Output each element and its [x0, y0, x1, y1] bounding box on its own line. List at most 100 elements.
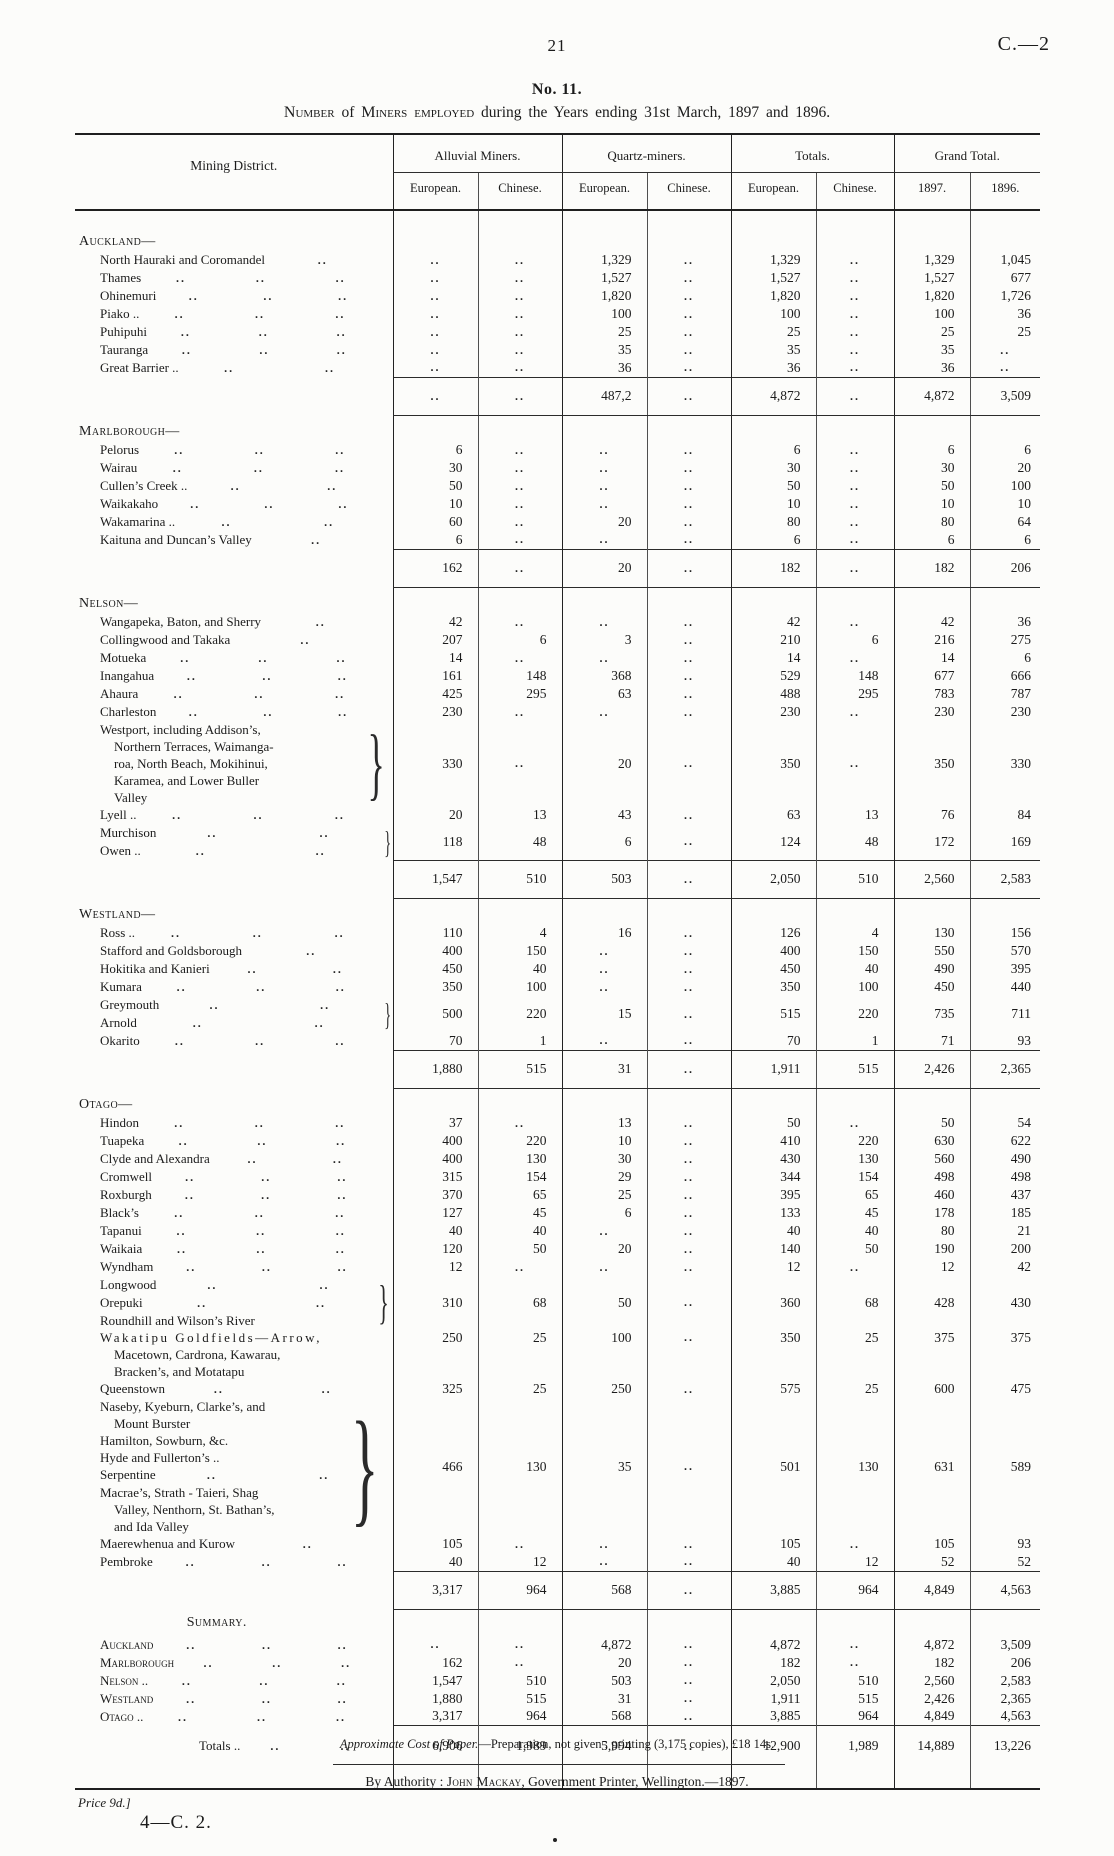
value-cell: 25 — [893, 323, 970, 341]
item-row: Kumara...... 350 100.... 350 100 450 440 — [75, 978, 1040, 996]
dot-leader: .. — [335, 271, 346, 285]
value-cell: .. — [969, 359, 1040, 377]
value-cell: 25 — [815, 1380, 894, 1398]
value-cell: 182 — [893, 548, 970, 588]
value-cell: 54 — [969, 1114, 1040, 1132]
value-cell: 154 — [477, 1168, 562, 1186]
district-group-label: Otago— — [79, 1097, 133, 1112]
district-cell — [75, 549, 393, 587]
value-cell: 6 — [969, 441, 1040, 459]
value-cell: 315 — [392, 1168, 478, 1186]
value-cell: .. — [646, 477, 731, 495]
item-row: Murchison.... Owen ......} 118 48 6.. 124 48 17… — [75, 824, 1040, 860]
district-cell: Auckland...... — [75, 1636, 393, 1654]
column-subheader: Chinese. — [815, 172, 894, 211]
item-row: Waikaia...... 120 50 20.. 140 50 190 200 — [75, 1240, 1040, 1258]
value-cell: 437 — [969, 1186, 1040, 1204]
value-cell: 40 — [730, 1553, 816, 1571]
item-row: Wyndham...... 12...... 12.. 12 42 — [75, 1258, 1040, 1276]
item-row: Thames.......... 1,527.. 1,527.. 1,527 677 — [75, 269, 1040, 287]
value-cell: 1,911 — [730, 1689, 816, 1708]
value-cell: .. — [477, 251, 562, 269]
district-name: Puhipuhi — [100, 324, 147, 339]
value-cell: .. — [561, 942, 647, 960]
value-cell — [969, 587, 1040, 613]
value-cell: 344 — [730, 1168, 816, 1186]
value-cell: 48 — [477, 824, 562, 860]
district-cell: Westport, including Addison’s, Northern T… — [75, 721, 393, 806]
value-cell: 430 — [730, 1150, 816, 1168]
district-cell — [75, 377, 393, 415]
column-subheader: European. — [392, 172, 478, 211]
value-cell: 70 — [730, 1032, 816, 1050]
value-cell: 560 — [893, 1150, 970, 1168]
value-cell: 10 — [969, 495, 1040, 513]
subtotal-row: 1,880 515 31.. 1,911 515 2,426 2,365 — [75, 1049, 1040, 1089]
value-cell: .. — [815, 721, 894, 806]
district-name: Roundhill and Wilson’s River — [100, 1313, 255, 1328]
value-cell: 50 — [730, 477, 816, 495]
value-cell: .. — [646, 1049, 731, 1089]
value-cell: 10 — [392, 495, 478, 513]
district-cell: Marlborough...... — [75, 1654, 393, 1672]
value-cell: 31 — [561, 1689, 647, 1708]
column-group-header: Alluvial Miners. — [392, 134, 562, 173]
spacer-row — [75, 210, 1040, 225]
value-cell — [646, 210, 731, 225]
value-cell: .. — [561, 495, 647, 513]
dot-leader: .. — [176, 271, 187, 285]
item-row: Wakamarina ...... 60.. 20.. 80.. 80 64 — [75, 513, 1040, 531]
value-cell: .. — [477, 323, 562, 341]
item-row: Okarito...... 70 1.... 70 1 71 93 — [75, 1032, 1040, 1050]
dot-leader: .. — [336, 325, 347, 339]
value-cell: .. — [646, 978, 731, 996]
district-name: Wyndham — [100, 1259, 154, 1274]
district-cell: Hokitika and Kanieri.... — [75, 960, 393, 978]
value-cell: .. — [815, 441, 894, 459]
district-cell: Inangahua...... — [75, 667, 393, 685]
item-row: Nelson ........ 1,547 510 503.. 2,050 510 2,56… — [75, 1671, 1040, 1690]
value-cell: 68 — [477, 1276, 562, 1329]
value-cell: .. — [646, 703, 731, 721]
column-subheader: Chinese. — [646, 172, 731, 211]
value-cell: 350 — [730, 1329, 816, 1380]
value-cell — [815, 415, 894, 441]
district-cell — [75, 1050, 393, 1088]
value-cell: .. — [646, 806, 731, 824]
value-cell: .. — [646, 1671, 731, 1690]
dot-leader: .. — [224, 361, 235, 375]
dot-leader: .. — [338, 705, 349, 719]
district-name: Valley, Nenthorn, St. Bathan’s, — [114, 1502, 275, 1517]
district-name: Tauranga — [100, 342, 149, 357]
value-cell: 3,509 — [969, 376, 1040, 416]
value-cell: 12 — [477, 1553, 562, 1571]
value-cell: 36 — [969, 613, 1040, 631]
value-cell — [392, 898, 478, 924]
value-cell: .. — [646, 1570, 731, 1610]
dot-leader: .. — [311, 533, 322, 547]
value-cell: 6 — [893, 531, 970, 549]
dot-leader: .. — [337, 1691, 348, 1706]
value-cell: 130 — [477, 1398, 562, 1535]
district-cell: Westland...... — [75, 1690, 393, 1708]
value-cell: 25 — [969, 323, 1040, 341]
value-cell: 498 — [893, 1168, 970, 1186]
value-cell: 20 — [561, 1240, 647, 1258]
value-cell: .. — [646, 1535, 731, 1553]
value-cell: 84 — [969, 806, 1040, 824]
value-cell: .. — [815, 376, 894, 416]
district-cell: Wairau...... — [75, 459, 393, 477]
dot-leader: .. — [316, 1296, 327, 1310]
value-cell: 29 — [561, 1168, 647, 1186]
value-cell: 12 — [392, 1258, 478, 1276]
dot-leader: .. — [261, 1555, 272, 1569]
value-cell: 6 — [730, 441, 816, 459]
value-cell: .. — [477, 459, 562, 477]
value-cell: .. — [561, 703, 647, 721]
value-cell: 466 — [392, 1398, 478, 1535]
value-cell: 510 — [815, 1671, 894, 1690]
dot-leader: .. — [335, 980, 346, 994]
value-cell: 631 — [893, 1398, 970, 1535]
district-cell: Queenstown.... — [75, 1380, 393, 1398]
district-name: Westport, including Addison’s, — [100, 722, 261, 737]
